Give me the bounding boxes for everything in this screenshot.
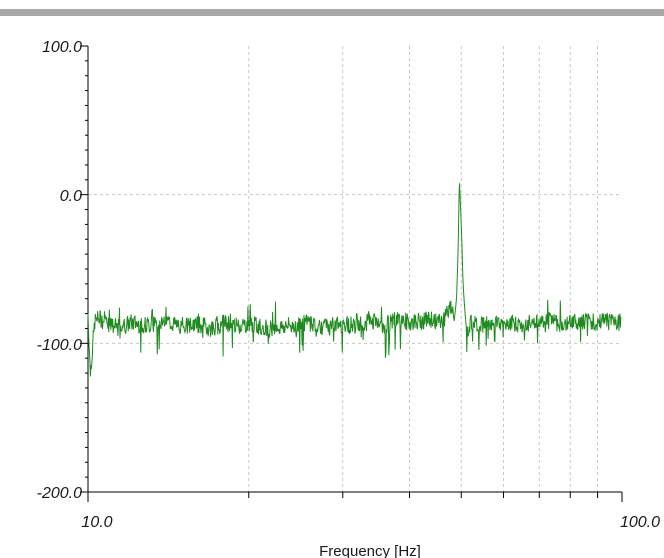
axes-layer (87, 46, 622, 493)
toolbar-divider (0, 9, 664, 16)
series-layer (87, 183, 622, 377)
labels-layer: 100.0 0.0 -100.0 -200.0 10.0 100.0 Frequ… (37, 39, 660, 558)
y-tick-label-0: 0.0 (60, 188, 82, 205)
y-tick-label-100: 100.0 (42, 39, 82, 56)
x-tick-label-100: 100.0 (620, 514, 660, 531)
y-tick-label-minus-100: -100.0 (37, 337, 82, 354)
grid-layer (88, 46, 622, 492)
ticks-layer (80, 45, 623, 502)
x-tick-label-10: 10.0 (81, 514, 112, 531)
spectrum-series-line (87, 183, 622, 377)
y-tick-label-minus-200: -200.0 (37, 485, 82, 502)
x-axis-title: Frequency [Hz] (319, 543, 421, 558)
